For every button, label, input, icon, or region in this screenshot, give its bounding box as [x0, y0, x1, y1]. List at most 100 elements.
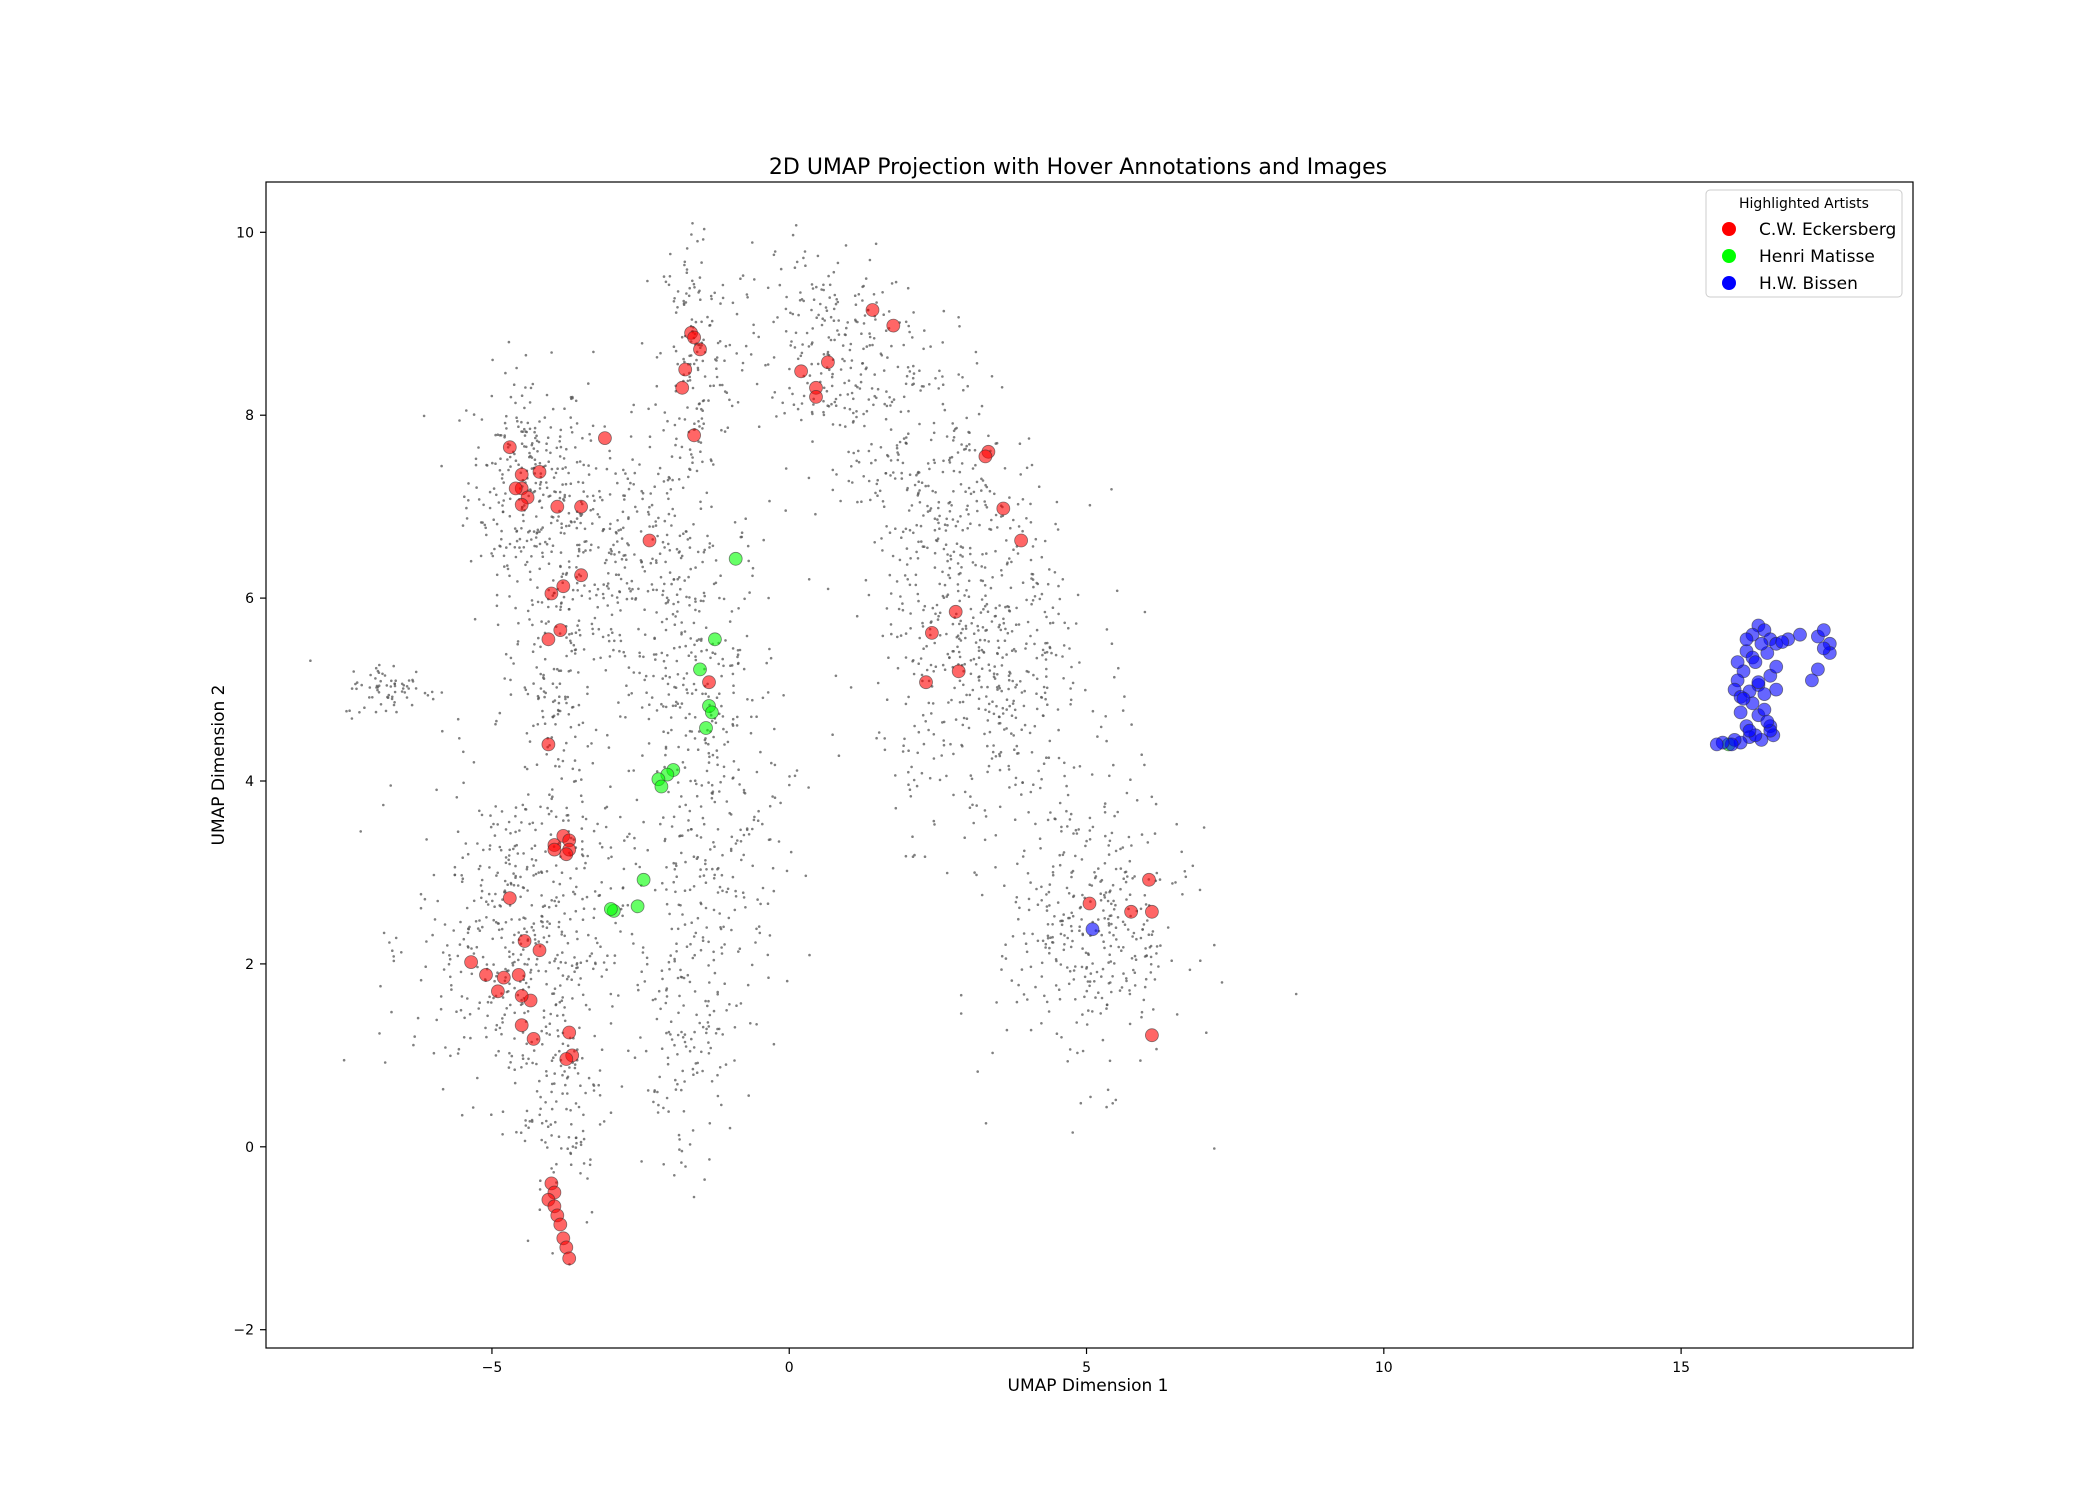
- point-h-w-bissen[interactable]: [1775, 635, 1790, 649]
- point-c-w-eckersberg[interactable]: [1142, 872, 1156, 887]
- point-c-w-eckersberg[interactable]: [496, 970, 511, 985]
- point-c-w-eckersberg[interactable]: [1145, 1028, 1159, 1043]
- point-c-w-eckersberg[interactable]: [562, 1025, 577, 1040]
- point-h-w-bissen[interactable]: [1793, 627, 1807, 642]
- point-c-w-eckersberg[interactable]: [541, 632, 556, 647]
- point-c-w-eckersberg[interactable]: [559, 847, 574, 862]
- point-c-w-eckersberg[interactable]: [547, 842, 562, 857]
- background-point: [811, 327, 814, 330]
- point-c-w-eckersberg[interactable]: [919, 675, 933, 690]
- point-c-w-eckersberg[interactable]: [886, 318, 901, 333]
- point-c-w-eckersberg[interactable]: [559, 1052, 574, 1066]
- point-c-w-eckersberg[interactable]: [865, 303, 880, 317]
- background-point: [478, 809, 481, 813]
- point-c-w-eckersberg[interactable]: [502, 440, 517, 455]
- point-c-w-eckersberg[interactable]: [541, 737, 556, 752]
- point-h-w-bissen[interactable]: [1748, 655, 1763, 669]
- point-h-w-bissen[interactable]: [1733, 705, 1748, 720]
- point-c-w-eckersberg[interactable]: [925, 626, 939, 640]
- point-h-w-bissen[interactable]: [1754, 636, 1769, 651]
- point-c-w-eckersberg[interactable]: [514, 1018, 529, 1033]
- point-h-w-bissen[interactable]: [1811, 662, 1825, 677]
- background-point: [948, 656, 951, 660]
- point-henri-matisse[interactable]: [654, 779, 669, 794]
- point-h-w-bissen[interactable]: [1739, 632, 1754, 647]
- background-point: [482, 503, 485, 507]
- point-h-w-bissen[interactable]: [1760, 714, 1775, 729]
- point-henri-matisse[interactable]: [728, 551, 743, 566]
- point-h-w-bissen[interactable]: [1805, 673, 1819, 688]
- background-point: [555, 896, 558, 899]
- point-c-w-eckersberg[interactable]: [693, 342, 707, 357]
- point-h-w-bissen[interactable]: [1769, 659, 1784, 674]
- point-c-w-eckersberg[interactable]: [978, 449, 993, 464]
- point-c-w-eckersberg[interactable]: [514, 497, 529, 512]
- point-c-w-eckersberg[interactable]: [490, 984, 505, 999]
- point-h-w-bissen[interactable]: [1742, 723, 1757, 738]
- point-c-w-eckersberg[interactable]: [479, 968, 493, 982]
- point-c-w-eckersberg[interactable]: [544, 586, 559, 601]
- point-c-w-eckersberg[interactable]: [948, 604, 963, 619]
- point-c-w-eckersberg[interactable]: [550, 499, 565, 514]
- point-henri-matisse[interactable]: [705, 705, 719, 720]
- point-h-w-bissen[interactable]: [1816, 641, 1831, 656]
- point-c-w-eckersberg[interactable]: [1014, 533, 1028, 548]
- point-c-w-eckersberg[interactable]: [526, 1032, 541, 1046]
- background-point: [512, 883, 516, 887]
- point-c-w-eckersberg[interactable]: [514, 989, 529, 1003]
- point-c-w-eckersberg[interactable]: [951, 664, 966, 679]
- point-c-w-eckersberg[interactable]: [687, 428, 701, 443]
- point-c-w-eckersberg[interactable]: [821, 355, 835, 370]
- point-c-w-eckersberg[interactable]: [642, 533, 657, 548]
- point-h-w-bissen[interactable]: [1085, 922, 1100, 937]
- background-point: [835, 298, 838, 301]
- point-henri-matisse[interactable]: [604, 902, 618, 916]
- background-point: [696, 366, 700, 370]
- point-c-w-eckersberg[interactable]: [553, 1217, 568, 1232]
- background-point: [1074, 998, 1077, 1001]
- point-c-w-eckersberg[interactable]: [562, 1251, 577, 1266]
- point-c-w-eckersberg[interactable]: [1082, 896, 1097, 911]
- point-c-w-eckersberg[interactable]: [809, 389, 823, 404]
- point-c-w-eckersberg[interactable]: [511, 968, 526, 982]
- point-h-w-bissen[interactable]: [1816, 623, 1831, 637]
- point-h-w-bissen[interactable]: [1757, 702, 1772, 717]
- point-c-w-eckersberg[interactable]: [532, 943, 547, 958]
- point-c-w-eckersberg[interactable]: [1145, 904, 1159, 919]
- point-henri-matisse[interactable]: [693, 662, 707, 677]
- background-point: [484, 1026, 487, 1030]
- point-henri-matisse[interactable]: [708, 632, 722, 647]
- background-point: [1074, 854, 1077, 858]
- point-c-w-eckersberg[interactable]: [556, 579, 571, 594]
- point-c-w-eckersberg[interactable]: [553, 623, 568, 637]
- point-c-w-eckersberg[interactable]: [702, 675, 716, 690]
- point-c-w-eckersberg[interactable]: [598, 431, 612, 446]
- background-point: [994, 606, 998, 610]
- point-c-w-eckersberg[interactable]: [678, 362, 693, 377]
- point-c-w-eckersberg[interactable]: [502, 891, 517, 905]
- point-henri-matisse[interactable]: [630, 899, 645, 914]
- point-c-w-eckersberg[interactable]: [574, 499, 588, 514]
- point-henri-matisse[interactable]: [699, 721, 713, 735]
- background-point: [946, 652, 950, 656]
- point-c-w-eckersberg[interactable]: [1124, 904, 1138, 919]
- point-h-w-bissen[interactable]: [1751, 675, 1766, 690]
- point-c-w-eckersberg[interactable]: [508, 481, 523, 496]
- point-c-w-eckersberg[interactable]: [514, 467, 529, 482]
- point-c-w-eckersberg[interactable]: [794, 364, 808, 379]
- point-c-w-eckersberg[interactable]: [675, 380, 690, 395]
- point-h-w-bissen[interactable]: [1736, 691, 1751, 706]
- point-c-w-eckersberg[interactable]: [687, 330, 701, 345]
- point-h-w-bissen[interactable]: [1709, 737, 1724, 752]
- point-c-w-eckersberg[interactable]: [574, 568, 588, 583]
- point-henri-matisse[interactable]: [636, 872, 651, 887]
- background-point: [1150, 795, 1154, 799]
- point-h-w-bissen[interactable]: [1769, 682, 1784, 697]
- point-c-w-eckersberg[interactable]: [996, 501, 1011, 516]
- point-h-w-bissen[interactable]: [1757, 687, 1772, 701]
- background-point: [1100, 975, 1103, 978]
- point-c-w-eckersberg[interactable]: [532, 464, 547, 479]
- point-c-w-eckersberg[interactable]: [517, 934, 532, 948]
- point-h-w-bissen[interactable]: [1730, 655, 1745, 669]
- point-c-w-eckersberg[interactable]: [464, 955, 479, 969]
